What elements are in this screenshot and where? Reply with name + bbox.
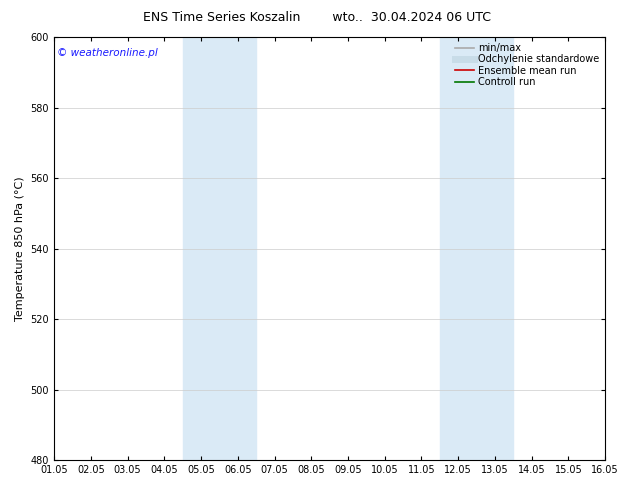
Bar bbox=[440, 37, 514, 460]
Text: ENS Time Series Koszalin        wto..  30.04.2024 06 UTC: ENS Time Series Koszalin wto.. 30.04.202… bbox=[143, 11, 491, 24]
Y-axis label: Temperature 850 hPa (°C): Temperature 850 hPa (°C) bbox=[15, 176, 25, 321]
Bar bbox=[183, 37, 256, 460]
Text: © weatheronline.pl: © weatheronline.pl bbox=[57, 48, 157, 58]
Legend: min/max, Odchylenie standardowe, Ensemble mean run, Controll run: min/max, Odchylenie standardowe, Ensembl… bbox=[451, 39, 603, 91]
